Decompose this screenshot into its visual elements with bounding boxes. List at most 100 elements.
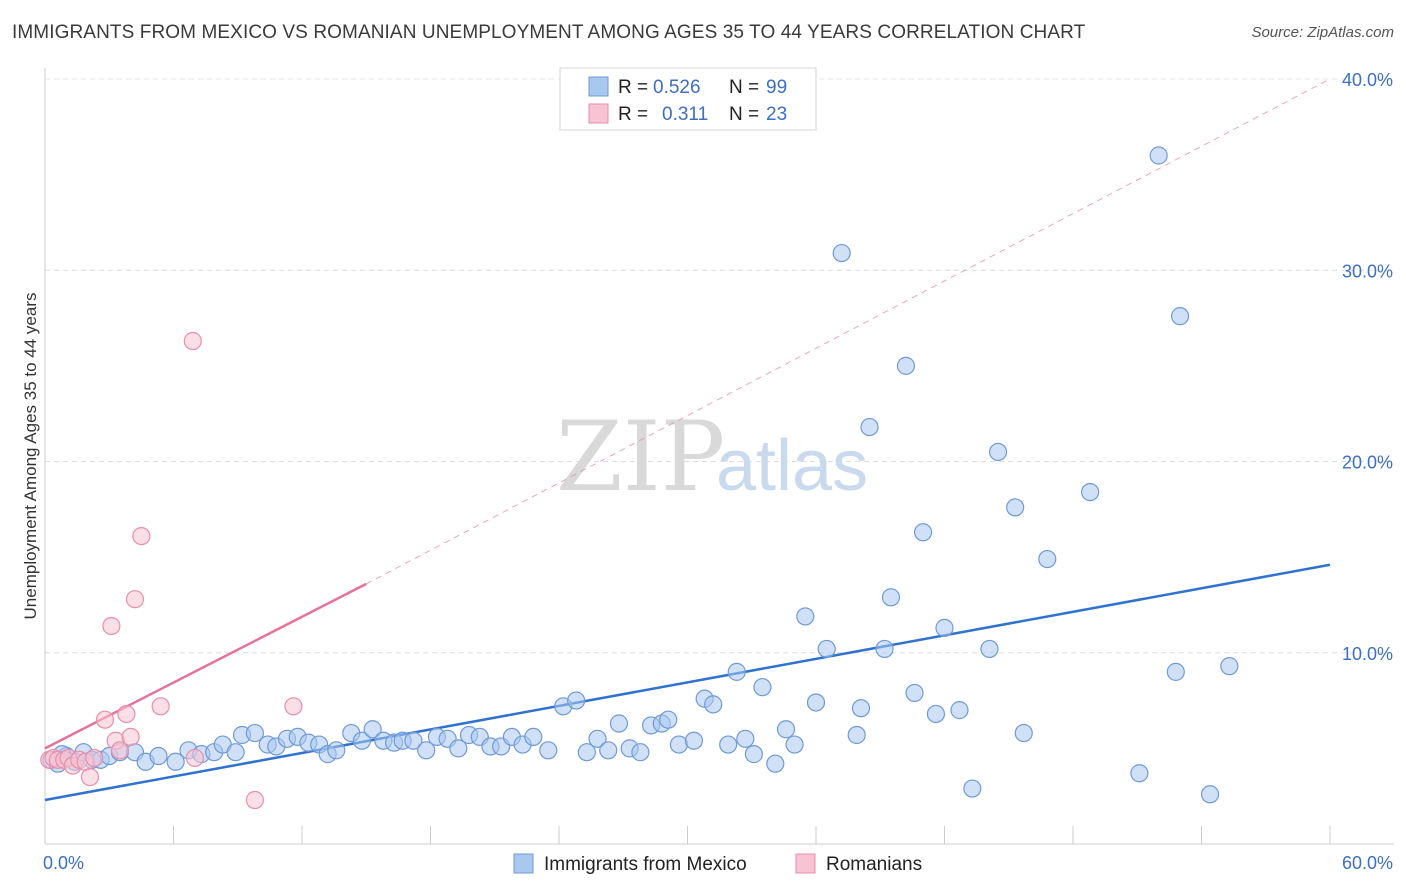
top-legend: R = 0.526 N = 99 R = 0.311 N = 23 [559, 67, 817, 131]
point-romanians-18 [151, 697, 170, 716]
tick-labels: 10.0% 20.0% 30.0% 40.0% 0.0% 60.0% [43, 70, 1393, 873]
y-tick-label-0: 10.0% [1342, 644, 1393, 664]
point-mexico-89 [1014, 723, 1033, 743]
data-points [40, 146, 1239, 810]
point-mexico-68 [776, 720, 796, 739]
point-mexico-80 [905, 683, 924, 703]
point-mexico-97 [1220, 657, 1239, 676]
point-mexico-91 [1081, 483, 1100, 502]
point-mexico-67 [766, 754, 785, 773]
chart-title: IMMIGRANTS FROM MEXICO VS ROMANIAN UNEMP… [12, 22, 1086, 43]
point-romanians-20 [185, 748, 205, 768]
legend-swatch-mexico [588, 76, 609, 97]
point-mexico-76 [860, 417, 879, 437]
y-tick-label-1: 20.0% [1342, 453, 1393, 473]
point-romanians-21 [245, 790, 264, 810]
watermark-zip: ZIP [556, 401, 725, 513]
legend-r-value-romanians: 0.311 [662, 104, 708, 125]
point-mexico-86 [980, 639, 999, 659]
point-mexico-84 [950, 701, 969, 720]
point-romanians-19 [183, 331, 202, 351]
legend-r-value-mexico: 0.526 [653, 77, 701, 98]
point-mexico-64 [736, 729, 755, 748]
point-mexico-73 [832, 243, 851, 263]
point-mexico-74 [847, 725, 866, 745]
point-mexico-34 [404, 731, 423, 750]
legend-r-label-romanians: R = [618, 104, 648, 125]
point-mexico-92 [1130, 764, 1149, 783]
legend-swatch-romanians [588, 103, 609, 124]
legend-n-value-mexico: 99 [766, 77, 787, 98]
point-romanians-16 [125, 590, 145, 609]
point-mexico-79 [896, 356, 916, 375]
point-mexico-87 [988, 442, 1008, 462]
point-mexico-49 [577, 743, 596, 762]
trend-line-mexico [44, 563, 1331, 802]
point-mexico-50 [588, 729, 607, 748]
bottom-legend-swatch-romanians [795, 853, 816, 874]
point-mexico-59 [684, 731, 704, 750]
point-mexico-96 [1200, 785, 1220, 804]
point-mexico-93 [1149, 146, 1168, 165]
point-mexico-51 [599, 741, 618, 760]
bottom-legend-romanians: Romanians [826, 854, 922, 875]
point-mexico-71 [806, 693, 826, 712]
point-mexico-72 [817, 639, 836, 659]
point-mexico-30 [363, 720, 382, 739]
point-romanians-17 [132, 526, 151, 546]
point-mexico-65 [744, 745, 763, 764]
point-mexico-66 [753, 678, 772, 697]
point-mexico-35 [417, 741, 436, 760]
legend-n-label-mexico: N = [729, 77, 759, 98]
y-tick-label-2: 30.0% [1342, 261, 1393, 281]
point-mexico-62 [719, 735, 738, 754]
y-tick-label-3: 40.0% [1342, 70, 1393, 90]
point-mexico-85 [963, 779, 982, 798]
watermark-atlas: atlas [716, 426, 868, 506]
point-romanians-15 [121, 727, 140, 747]
point-mexico-77 [875, 639, 894, 659]
x-tick-label-1: 60.0% [1342, 853, 1393, 873]
point-mexico-46 [539, 741, 558, 760]
legend-n-label-romanians: N = [729, 104, 759, 125]
point-mexico-70 [796, 607, 815, 626]
point-mexico-19 [245, 723, 264, 743]
point-mexico-48 [567, 691, 586, 710]
x-tick-label-0: 0.0% [43, 853, 84, 873]
point-mexico-61 [704, 695, 723, 714]
point-mexico-58 [669, 735, 689, 754]
bottom-legend: Immigrants from Mexico Romanians [513, 853, 922, 875]
point-mexico-11 [149, 746, 168, 766]
point-mexico-69 [785, 735, 804, 754]
point-mexico-81 [913, 523, 933, 542]
source-credit: Source: ZipAtlas.com [1251, 24, 1394, 41]
point-mexico-94 [1166, 662, 1185, 681]
point-mexico-90 [1038, 549, 1057, 569]
point-romanians-9 [85, 748, 104, 768]
point-mexico-38 [449, 739, 468, 758]
trend-line-romanians [44, 582, 367, 750]
point-mexico-29 [352, 731, 372, 750]
point-mexico-95 [1170, 307, 1190, 326]
point-romanians-10 [95, 710, 115, 729]
point-mexico-52 [609, 714, 629, 733]
bottom-legend-mexico: Immigrants from Mexico [544, 854, 747, 875]
point-romanians-14 [117, 704, 136, 724]
point-mexico-75 [851, 699, 871, 718]
point-romanians-22 [284, 697, 303, 716]
point-mexico-27 [327, 741, 346, 760]
point-mexico-78 [881, 588, 901, 607]
point-mexico-12 [166, 752, 185, 771]
y-axis-label: Unemployment Among Ages 35 to 44 years [21, 293, 40, 620]
point-romanians-11 [102, 616, 121, 636]
point-romanians-13 [110, 741, 130, 760]
legend-r-label-mexico: R = [618, 77, 648, 98]
bottom-legend-swatch-mexico [513, 853, 534, 874]
trend-line-romanians-extension [366, 78, 1331, 585]
point-mexico-54 [631, 743, 650, 762]
point-mexico-17 [226, 743, 245, 762]
point-mexico-82 [926, 704, 946, 724]
point-mexico-63 [727, 662, 746, 681]
point-mexico-83 [935, 618, 954, 637]
